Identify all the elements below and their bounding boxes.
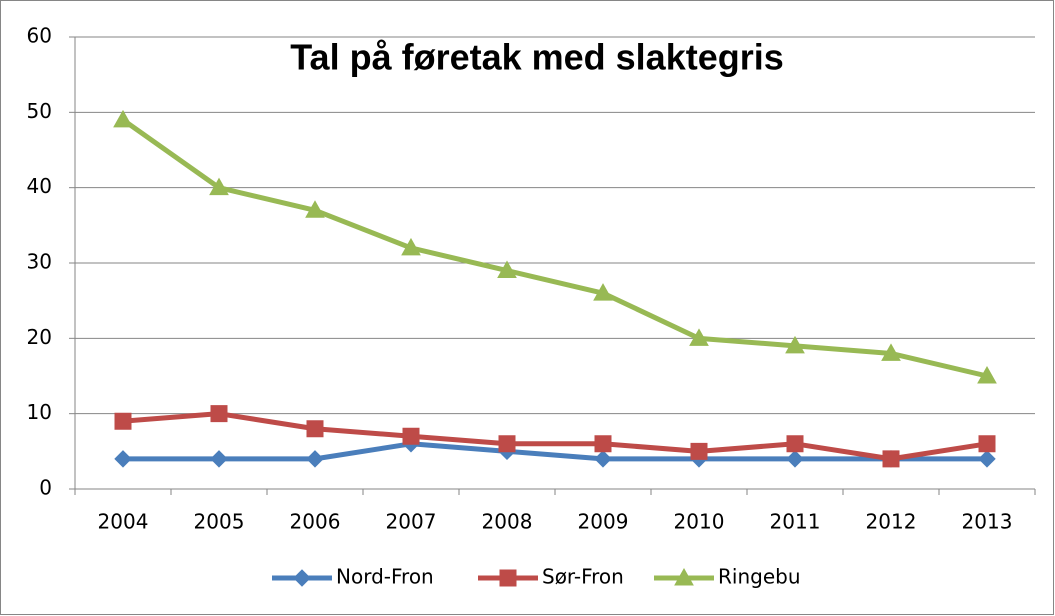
series-line — [123, 441, 987, 462]
chart-title: Tal på føretak med slaktegris — [290, 37, 784, 78]
x-tick-label: 2004 — [98, 510, 149, 534]
x-tick-label: 2006 — [290, 510, 341, 534]
y-tick-label: 0 — [39, 476, 52, 500]
data-point — [786, 435, 804, 453]
data-point — [977, 365, 997, 384]
data-point — [497, 260, 517, 279]
data-point — [305, 200, 325, 218]
data-point — [306, 450, 324, 468]
data-point — [785, 335, 805, 354]
x-tick-label: 2012 — [866, 510, 917, 534]
data-point — [402, 427, 420, 445]
x-tick-label: 2005 — [194, 510, 245, 534]
data-point — [593, 283, 613, 301]
legend-label: Sør-Fron — [542, 565, 624, 589]
y-tick-label: 40 — [27, 174, 52, 198]
data-point — [882, 450, 900, 468]
data-point — [594, 450, 612, 468]
data-point — [210, 405, 228, 423]
x-tick-label: 2010 — [674, 510, 725, 534]
data-point — [594, 435, 612, 453]
data-point — [978, 435, 996, 453]
legend-label: Nord-Fron — [336, 565, 434, 589]
series-line — [121, 117, 988, 379]
x-tick-label: 2008 — [482, 510, 533, 534]
y-tick-label: 10 — [27, 400, 52, 424]
data-point — [786, 450, 804, 468]
data-point — [306, 420, 324, 438]
x-tick-label: 2009 — [578, 510, 629, 534]
x-tick-label: 2007 — [386, 510, 437, 534]
data-point — [210, 450, 228, 468]
y-tick-label: 60 — [27, 24, 52, 48]
data-point — [881, 343, 901, 361]
y-tick-label: 20 — [27, 325, 52, 349]
data-point — [401, 237, 421, 256]
y-tick-label: 30 — [27, 250, 52, 274]
data-point — [113, 109, 133, 128]
legend-marker — [293, 569, 311, 587]
data-point — [498, 435, 516, 453]
data-point — [978, 450, 996, 468]
series-line — [122, 411, 988, 462]
data-point — [209, 177, 229, 196]
legend-marker — [499, 569, 517, 587]
legend-label: Ringebu — [718, 565, 801, 589]
x-tick-label: 2011 — [770, 510, 821, 534]
x-tick-label: 2013 — [962, 510, 1013, 534]
data-point — [114, 412, 132, 430]
y-tick-label: 50 — [27, 99, 52, 123]
legend-marker — [674, 567, 694, 586]
data-point — [690, 442, 708, 460]
data-point — [689, 328, 709, 346]
data-point — [114, 450, 132, 468]
